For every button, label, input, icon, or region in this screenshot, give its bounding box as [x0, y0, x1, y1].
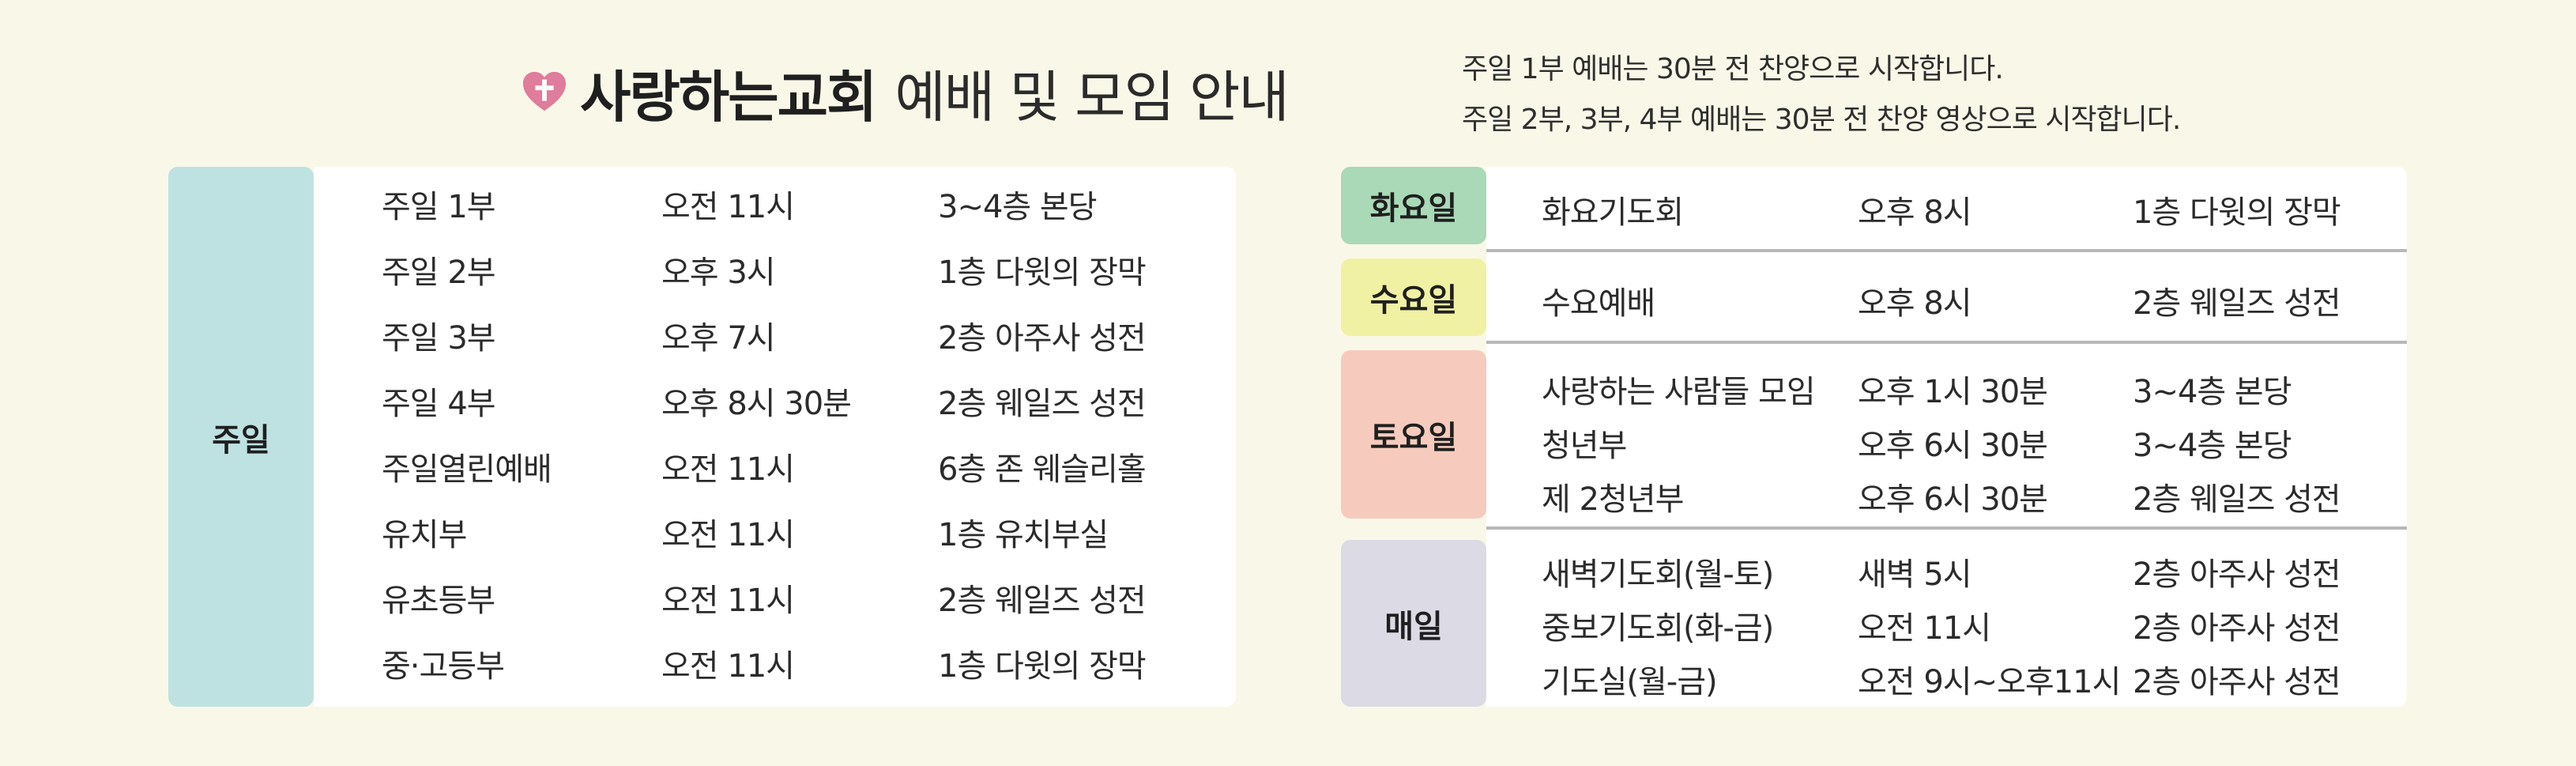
service-name: 유치부 — [382, 517, 467, 553]
tuesday-label: 화요일 — [1341, 167, 1486, 244]
event-time: 오전 9시~오후11시 — [1858, 664, 2121, 700]
wednesday-schedule: 수요예배 오후 8시 2층 웨일즈 성전 — [1486, 252, 2407, 341]
service-time: 오전 11시 — [661, 189, 795, 225]
service-name: 주일 1부 — [382, 189, 496, 225]
sunday-label: 주일 — [168, 167, 314, 707]
service-name: 중·고등부 — [382, 648, 505, 685]
event-name: 사랑하는 사람들 모임 — [1542, 374, 1816, 410]
event-time: 오후 8시 — [1858, 194, 1972, 231]
service-time: 오후 7시 — [661, 320, 776, 357]
schedule-row: 새벽기도회(월-토) 새벽 5시 2층 아주사 성전 — [1486, 541, 2407, 594]
schedule-row: 기도실(월-금) 오전 9시~오후11시 2층 아주사 성전 — [1486, 648, 2407, 702]
service-name: 주일열린예배 — [382, 451, 552, 488]
divider — [1486, 341, 2407, 344]
event-place: 3~4층 본당 — [2133, 374, 2292, 410]
schedule-row: 주일 1부 오전 11시 3~4층 본당 — [314, 167, 1236, 232]
event-place: 3~4층 본당 — [2133, 428, 2292, 464]
service-place: 1층 다윗의 장막 — [938, 255, 1147, 291]
saturday-schedule: 사랑하는 사람들 모임 오후 1시 30분 3~4층 본당 청년부 오후 6시 … — [1486, 344, 2407, 526]
tuesday-schedule: 화요기도회 오후 8시 1층 다윗의 장막 — [1486, 167, 2407, 249]
schedule-row: 주일 4부 오후 8시 30분 2층 웨일즈 성전 — [314, 364, 1236, 429]
service-place: 2층 웨일즈 성전 — [938, 386, 1147, 422]
heart-cross-icon — [522, 71, 567, 111]
event-name: 화요기도회 — [1542, 194, 1684, 231]
event-name: 중보기도회(화-금) — [1542, 610, 1774, 647]
service-place: 6층 존 웨슬리홀 — [938, 451, 1147, 488]
service-name: 주일 4부 — [382, 386, 496, 422]
service-name: 주일 3부 — [382, 320, 496, 357]
service-time: 오전 11시 — [661, 517, 795, 553]
service-place: 1층 유치부실 — [938, 517, 1109, 553]
service-place: 3~4층 본당 — [938, 189, 1098, 225]
event-name: 기도실(월-금) — [1542, 664, 1718, 700]
schedule-row: 주일열린예배 오전 11시 6층 존 웨슬리홀 — [314, 429, 1236, 495]
church-name: 사랑하는교회 — [580, 64, 877, 130]
event-time: 오후 6시 30분 — [1858, 428, 2048, 464]
service-time: 오전 11시 — [661, 451, 795, 488]
service-time: 오후 3시 — [661, 255, 776, 291]
schedule-row: 청년부 오후 6시 30분 3~4층 본당 — [1486, 412, 2407, 466]
event-time: 오전 11시 — [1858, 610, 1991, 647]
notes: 주일 1부 예배는 30분 전 찬양으로 시작합니다. 주일 2부, 3부, 4… — [1462, 44, 2181, 145]
note-line: 주일 1부 예배는 30분 전 찬양으로 시작합니다. — [1462, 53, 2004, 85]
schedule-row: 수요예배 오후 8시 2층 웨일즈 성전 — [1486, 270, 2407, 323]
schedule-row: 유초등부 오전 11시 2층 웨일즈 성전 — [314, 560, 1236, 626]
divider — [1486, 249, 2407, 252]
service-place: 2층 웨일즈 성전 — [938, 583, 1147, 619]
page-title: 사랑하는교회 예배 및 모임 안내 — [522, 49, 1290, 136]
event-time: 새벽 5시 — [1858, 557, 1972, 593]
event-name: 청년부 — [1542, 428, 1627, 464]
divider — [1486, 526, 2407, 530]
event-place: 2층 아주사 성전 — [2133, 664, 2341, 700]
event-time: 오후 6시 30분 — [1858, 481, 2048, 518]
event-name: 제 2청년부 — [1542, 481, 1684, 518]
event-time: 오후 8시 — [1858, 285, 1972, 322]
service-name: 주일 2부 — [382, 255, 496, 291]
schedule-row: 중보기도회(화-금) 오전 11시 2층 아주사 성전 — [1486, 594, 2407, 648]
event-name: 수요예배 — [1542, 285, 1655, 322]
service-place: 2층 아주사 성전 — [938, 320, 1147, 357]
event-place: 2층 웨일즈 성전 — [2133, 285, 2341, 322]
schedule-row: 유치부 오전 11시 1층 유치부실 — [314, 495, 1236, 560]
event-place: 2층 아주사 성전 — [2133, 610, 2341, 647]
event-place: 2층 웨일즈 성전 — [2133, 481, 2341, 518]
schedule-row: 화요기도회 오후 8시 1층 다윗의 장막 — [1486, 179, 2407, 232]
service-time: 오후 8시 30분 — [661, 386, 852, 422]
saturday-label: 토요일 — [1341, 350, 1486, 519]
event-time: 오후 1시 30분 — [1858, 374, 2048, 410]
event-name: 새벽기도회(월-토) — [1542, 557, 1774, 593]
event-place: 1층 다윗의 장막 — [2133, 194, 2341, 231]
title-text: 예배 및 모임 안내 — [894, 64, 1290, 130]
note-line: 주일 2부, 3부, 4부 예배는 30분 전 찬양 영상으로 시작합니다. — [1462, 104, 2181, 136]
schedule-row: 주일 3부 오후 7시 2층 아주사 성전 — [314, 298, 1236, 364]
service-time: 오전 11시 — [661, 583, 795, 619]
sunday-schedule: 주일 1부 오전 11시 3~4층 본당 주일 2부 오후 3시 1층 다윗의 … — [314, 167, 1236, 707]
daily-schedule: 새벽기도회(월-토) 새벽 5시 2층 아주사 성전 중보기도회(화-금) 오전… — [1486, 530, 2407, 707]
service-place: 1층 다윗의 장막 — [938, 648, 1147, 685]
schedule-row: 중·고등부 오전 11시 1층 다윗의 장막 — [314, 626, 1236, 692]
daily-label: 매일 — [1341, 540, 1486, 707]
service-time: 오전 11시 — [661, 648, 795, 685]
schedule-row: 제 2청년부 오후 6시 30분 2층 웨일즈 성전 — [1486, 466, 2407, 519]
schedule-row: 주일 2부 오후 3시 1층 다윗의 장막 — [314, 232, 1236, 298]
service-name: 유초등부 — [382, 583, 495, 619]
event-place: 2층 아주사 성전 — [2133, 557, 2341, 593]
schedule-row: 사랑하는 사람들 모임 오후 1시 30분 3~4층 본당 — [1486, 358, 2407, 412]
wednesday-label: 수요일 — [1341, 258, 1486, 336]
